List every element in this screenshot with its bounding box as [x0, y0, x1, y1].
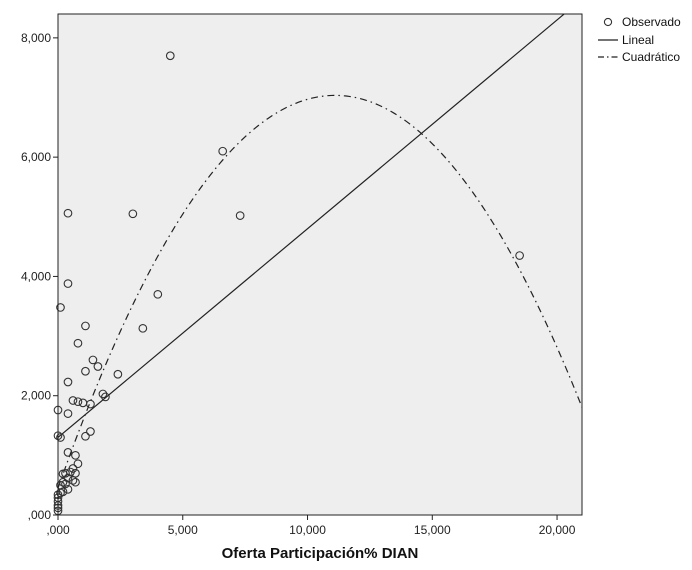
- y-tick-label: 4,000: [21, 269, 51, 283]
- observed-point: [63, 409, 73, 418]
- observed-point: [86, 427, 95, 436]
- legend: Observado Lineal Cuadrático: [598, 15, 681, 64]
- y-tick-label: 6,000: [21, 150, 51, 164]
- y-axis: ,000 2,000 4,000 6,000 8,000: [21, 14, 59, 522]
- observed-point: [113, 369, 123, 379]
- x-tick-label: 20,000: [539, 523, 576, 537]
- observed-point: [56, 488, 65, 498]
- observed-point: [81, 431, 90, 441]
- observed-point: [515, 251, 524, 260]
- y-tick-label: 8,000: [21, 31, 51, 45]
- legend-observado-label: Observado: [622, 15, 681, 29]
- x-tick-label: ,000: [46, 523, 70, 537]
- legend-lineal-label: Lineal: [622, 33, 654, 47]
- observed-point: [63, 485, 73, 494]
- observed-point: [93, 362, 103, 371]
- plot-area: [57, 13, 583, 516]
- observed-point: [68, 476, 78, 485]
- observed-point: [68, 396, 78, 405]
- observed-point: [73, 338, 83, 348]
- observed-point: [86, 399, 95, 409]
- fit-lines: [58, 14, 582, 489]
- legend-cuadratico-label: Cuadrático: [622, 50, 680, 64]
- x-axis-label: Oferta Participación% DIAN: [222, 545, 419, 562]
- observed-point: [56, 303, 65, 312]
- observed-point: [73, 459, 83, 469]
- observed-point: [63, 448, 73, 457]
- observed-points: [53, 51, 524, 516]
- observed-point: [165, 51, 175, 61]
- observed-point: [235, 211, 245, 220]
- legend-observado-marker: [603, 17, 613, 27]
- observed-point: [88, 355, 98, 365]
- observed-point: [63, 208, 73, 218]
- observed-point: [58, 477, 68, 487]
- y-tick-label: ,000: [28, 508, 52, 522]
- observed-point: [73, 397, 83, 407]
- observed-point: [138, 323, 148, 333]
- linear-fit-line: [58, 14, 565, 438]
- observed-point: [71, 451, 80, 460]
- x-axis: ,000 5,000 10,000 15,000 20,000: [46, 514, 582, 537]
- observed-point: [98, 389, 108, 399]
- x-tick-label: 10,000: [289, 523, 326, 537]
- observed-point: [128, 209, 138, 219]
- observed-point: [81, 321, 90, 331]
- observed-point: [63, 279, 73, 288]
- observed-point: [71, 477, 80, 487]
- x-tick-label: 5,000: [168, 523, 198, 537]
- observed-point: [153, 289, 163, 299]
- observed-point: [81, 366, 90, 376]
- observed-point: [218, 146, 228, 156]
- observed-point: [63, 377, 73, 387]
- observed-point: [61, 479, 70, 489]
- x-tick-label: 15,000: [414, 523, 451, 537]
- observed-point: [56, 433, 65, 442]
- observed-point: [101, 392, 110, 402]
- y-tick-label: 2,000: [21, 389, 51, 403]
- quadratic-fit-curve: [58, 94, 582, 489]
